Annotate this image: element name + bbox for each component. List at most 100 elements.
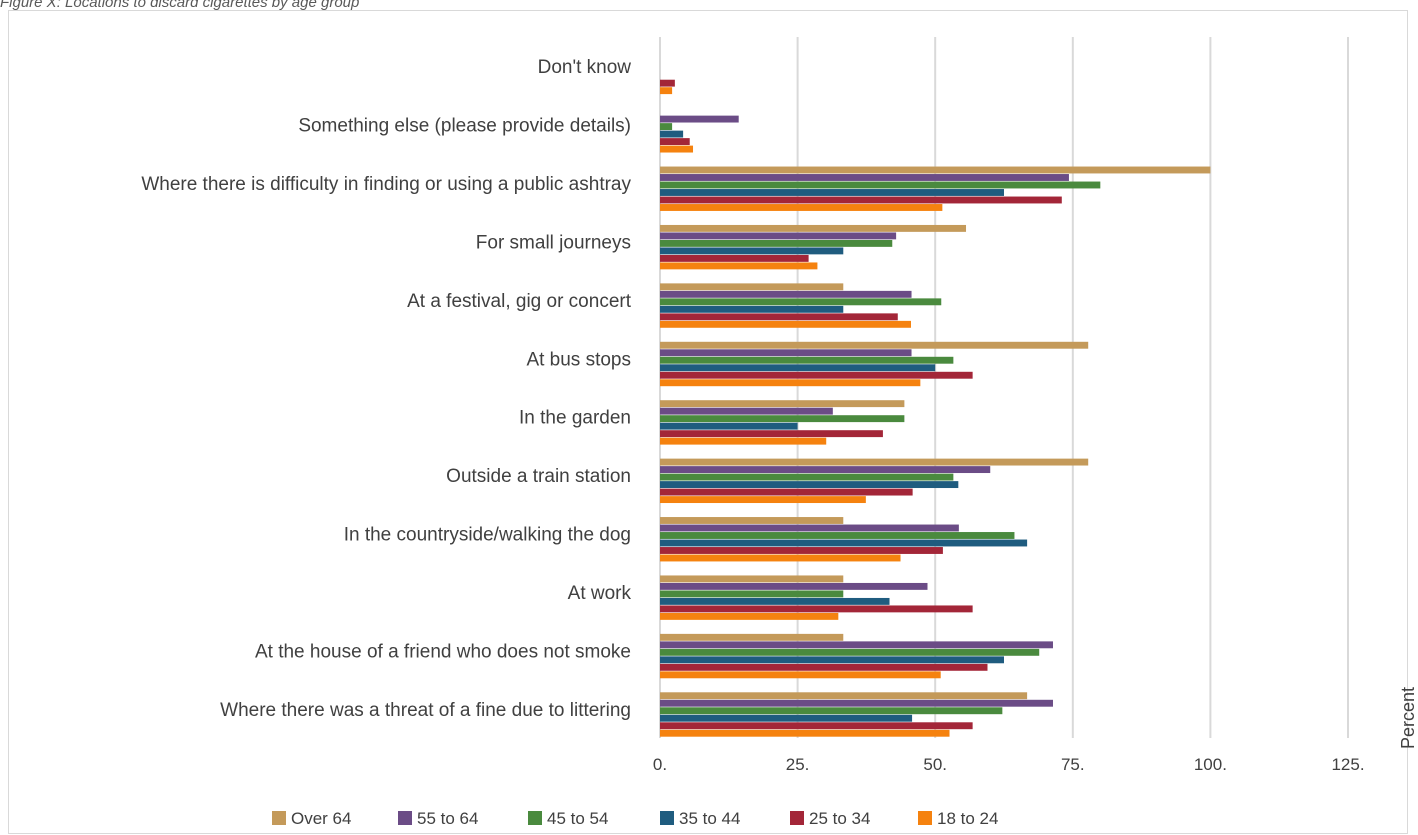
bar bbox=[660, 422, 798, 430]
category-label: Where there was a threat of a fine due t… bbox=[220, 700, 631, 721]
bar bbox=[660, 341, 1089, 349]
bar bbox=[660, 663, 988, 671]
bar bbox=[660, 174, 1069, 181]
bar bbox=[660, 496, 866, 504]
bar bbox=[660, 582, 928, 590]
bar bbox=[660, 729, 950, 737]
bar bbox=[660, 379, 921, 387]
category-label: Outside a train station bbox=[446, 466, 631, 487]
bar bbox=[660, 648, 1040, 656]
bar bbox=[660, 575, 844, 583]
figure-caption: Figure X: Locations to discard cigarette… bbox=[0, 0, 360, 11]
bar bbox=[660, 466, 991, 474]
legend-swatch bbox=[918, 811, 932, 825]
x-tick-label: 100. bbox=[1194, 755, 1227, 774]
bar bbox=[660, 371, 973, 379]
bar bbox=[660, 671, 941, 679]
bar bbox=[660, 458, 1089, 466]
bar bbox=[660, 320, 911, 328]
bar bbox=[660, 115, 739, 123]
bar bbox=[660, 656, 1004, 664]
category-label: Where there is difficulty in finding or … bbox=[141, 174, 631, 195]
bar bbox=[660, 547, 943, 554]
category-label: Don't know bbox=[538, 57, 632, 78]
bar bbox=[660, 145, 694, 153]
chart-frame bbox=[8, 10, 1408, 834]
bar bbox=[660, 181, 1101, 189]
bar bbox=[660, 166, 1211, 174]
bar bbox=[660, 633, 844, 641]
bar bbox=[660, 356, 954, 364]
category-label: For small journeys bbox=[476, 232, 631, 253]
bar bbox=[660, 224, 967, 232]
legend-label: 55 to 64 bbox=[417, 809, 478, 828]
legend-swatch bbox=[660, 811, 674, 825]
bar bbox=[660, 605, 973, 613]
bar bbox=[660, 138, 690, 146]
bar bbox=[660, 722, 973, 730]
legend-swatch bbox=[790, 811, 804, 825]
bar bbox=[660, 130, 684, 138]
bar bbox=[660, 290, 912, 298]
bar bbox=[660, 539, 1028, 547]
x-tick-label: 75. bbox=[1061, 755, 1085, 774]
bar bbox=[660, 400, 905, 408]
legend-swatch bbox=[398, 811, 412, 825]
legend-swatch bbox=[272, 811, 286, 825]
bar bbox=[660, 283, 844, 291]
x-tick-label: 50. bbox=[923, 755, 947, 774]
bar bbox=[660, 204, 943, 211]
category-label: At a festival, gig or concert bbox=[407, 291, 632, 312]
bar bbox=[660, 532, 1015, 539]
bar bbox=[660, 196, 1062, 204]
bar bbox=[660, 239, 893, 247]
bar bbox=[660, 415, 905, 423]
x-tick-label: 125. bbox=[1331, 755, 1364, 774]
bar bbox=[660, 262, 818, 270]
bar bbox=[660, 641, 1053, 649]
bar bbox=[660, 473, 954, 481]
bar bbox=[660, 189, 1004, 196]
bar bbox=[660, 430, 883, 438]
bar bbox=[660, 254, 809, 262]
category-label: In the garden bbox=[519, 408, 631, 429]
legend-swatch bbox=[528, 811, 542, 825]
x-tick-label: 0. bbox=[653, 755, 667, 774]
category-label: At the house of a friend who does not sm… bbox=[255, 641, 631, 662]
bar bbox=[660, 488, 913, 496]
legend-label: 25 to 34 bbox=[809, 809, 870, 828]
bar bbox=[660, 590, 844, 598]
bar bbox=[660, 364, 936, 372]
category-label: At work bbox=[568, 583, 632, 604]
bar bbox=[660, 612, 839, 620]
legend-label: 18 to 24 bbox=[937, 809, 998, 828]
bar bbox=[660, 692, 1028, 700]
bar bbox=[660, 247, 844, 255]
bar bbox=[660, 554, 901, 562]
bar bbox=[660, 707, 1003, 715]
bar bbox=[660, 407, 833, 415]
legend-label: 45 to 54 bbox=[547, 809, 608, 828]
bar bbox=[660, 714, 913, 722]
category-label: At bus stops bbox=[526, 349, 631, 370]
category-label: In the countryside/walking the dog bbox=[344, 525, 631, 546]
bar bbox=[660, 305, 844, 313]
bar bbox=[660, 437, 827, 445]
x-tick-label: 25. bbox=[786, 755, 810, 774]
category-label: Something else (please provide details) bbox=[298, 116, 631, 137]
bar bbox=[660, 123, 673, 131]
bar bbox=[660, 313, 898, 321]
bar bbox=[660, 87, 673, 95]
x-axis-title: Percent bbox=[1398, 687, 1418, 749]
legend-label: Over 64 bbox=[291, 809, 351, 828]
bar bbox=[660, 481, 959, 489]
legend-label: 35 to 44 bbox=[679, 809, 740, 828]
bar bbox=[660, 597, 890, 605]
bar bbox=[660, 232, 897, 240]
bar bbox=[660, 517, 844, 524]
bar bbox=[660, 79, 675, 87]
bar bbox=[660, 349, 912, 357]
bar bbox=[660, 699, 1053, 707]
bar bbox=[660, 298, 942, 306]
